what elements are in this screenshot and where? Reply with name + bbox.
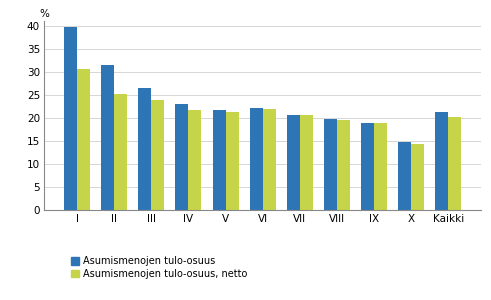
Bar: [398, 142, 411, 210]
Bar: [287, 115, 300, 210]
Bar: [189, 110, 201, 210]
Bar: [263, 109, 275, 210]
Bar: [138, 88, 151, 210]
Bar: [324, 119, 337, 210]
Bar: [411, 144, 424, 210]
Bar: [213, 110, 225, 210]
Bar: [300, 116, 313, 210]
Text: %: %: [39, 9, 49, 19]
Bar: [151, 100, 164, 210]
Legend: Asumismenojen tulo-osuus, Asumismenojen tulo-osuus, netto: Asumismenojen tulo-osuus, Asumismenojen …: [71, 256, 247, 279]
Bar: [77, 69, 90, 210]
Bar: [250, 108, 263, 210]
Bar: [175, 103, 189, 210]
Bar: [101, 65, 114, 210]
Bar: [337, 120, 350, 210]
Bar: [64, 26, 77, 210]
Bar: [114, 94, 127, 210]
Bar: [374, 123, 387, 210]
Bar: [225, 112, 239, 210]
Bar: [436, 112, 448, 210]
Bar: [361, 123, 374, 210]
Bar: [448, 117, 462, 210]
